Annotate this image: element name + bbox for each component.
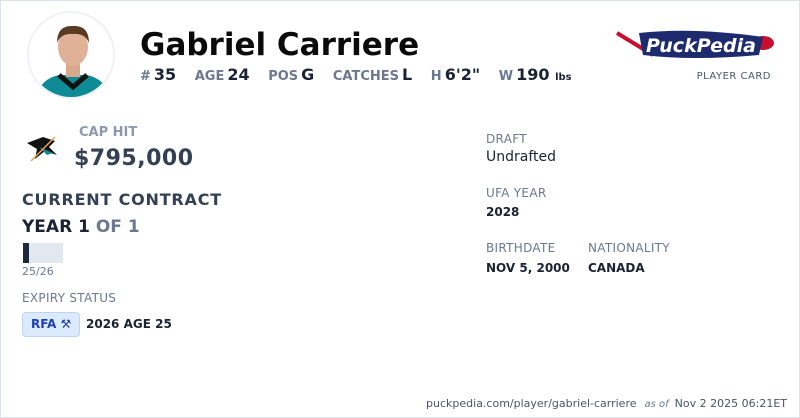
- timestamp: Nov 2 2025 06:21ET: [674, 397, 787, 410]
- player-name: Gabriel Carriere: [140, 27, 420, 63]
- height-label: H: [430, 69, 442, 84]
- expiry-status-label: EXPIRY STATUS: [22, 291, 117, 305]
- age-label: AGE: [194, 69, 225, 84]
- status-text: RFA: [31, 317, 57, 331]
- weight-unit: lbs: [555, 72, 572, 83]
- contract-progress-fill: [23, 243, 29, 263]
- puckpedia-logo: PuckPedia: [613, 25, 775, 69]
- birthdate-label: BIRTHDATE: [486, 241, 556, 255]
- as-of-label: as of: [644, 399, 669, 410]
- ufa-year-label: UFA YEAR: [486, 186, 547, 200]
- current-contract-heading: CURRENT CONTRACT: [22, 190, 222, 209]
- season-label: 25/26: [22, 265, 54, 278]
- draft-value: Undrafted: [486, 149, 557, 165]
- height-value: 6'2": [444, 65, 481, 84]
- rfa-badge: RFA ⚒: [22, 312, 81, 337]
- player-card-label: PLAYER CARD: [696, 71, 771, 82]
- team-logo-icon: [25, 133, 59, 167]
- player-url[interactable]: puckpedia.com/player/gabriel-carriere: [426, 397, 637, 410]
- pos-value: G: [301, 65, 315, 84]
- weight-label: W: [498, 69, 514, 84]
- gavel-icon: ⚒: [60, 317, 72, 331]
- number-value: 35: [153, 65, 177, 84]
- draft-label: DRAFT: [486, 132, 527, 146]
- contract-year: YEAR 1 OF 1: [22, 217, 140, 237]
- pos-label: POS: [268, 69, 299, 84]
- nationality-value: CANADA: [588, 261, 645, 275]
- catches-value: L: [402, 65, 413, 84]
- cap-hit-label: CAP HIT: [79, 125, 138, 140]
- nationality-label: NATIONALITY: [588, 241, 670, 255]
- weight-value: 190: [516, 65, 550, 84]
- contract-progress-bar: [23, 243, 63, 263]
- birthdate-value: NOV 5, 2000: [486, 261, 570, 275]
- of-label: OF 1: [95, 217, 140, 237]
- number-label: #: [140, 69, 151, 84]
- footer: puckpedia.com/player/gabriel-carriere as …: [426, 397, 787, 410]
- age-value: 24: [227, 65, 250, 84]
- catches-label: CATCHES: [332, 69, 400, 84]
- ufa-year-value: 2028: [486, 205, 520, 219]
- cap-hit-value: $795,000: [74, 146, 194, 171]
- svg-text:PuckPedia: PuckPedia: [646, 35, 756, 57]
- year-label: YEAR 1: [22, 217, 90, 237]
- expiry-detail: 2026 AGE 25: [86, 317, 172, 331]
- player-meta: #35 AGE 24 POS G CATCHES L H 6'2" W 190 lbs: [140, 65, 572, 84]
- player-photo: [27, 11, 115, 99]
